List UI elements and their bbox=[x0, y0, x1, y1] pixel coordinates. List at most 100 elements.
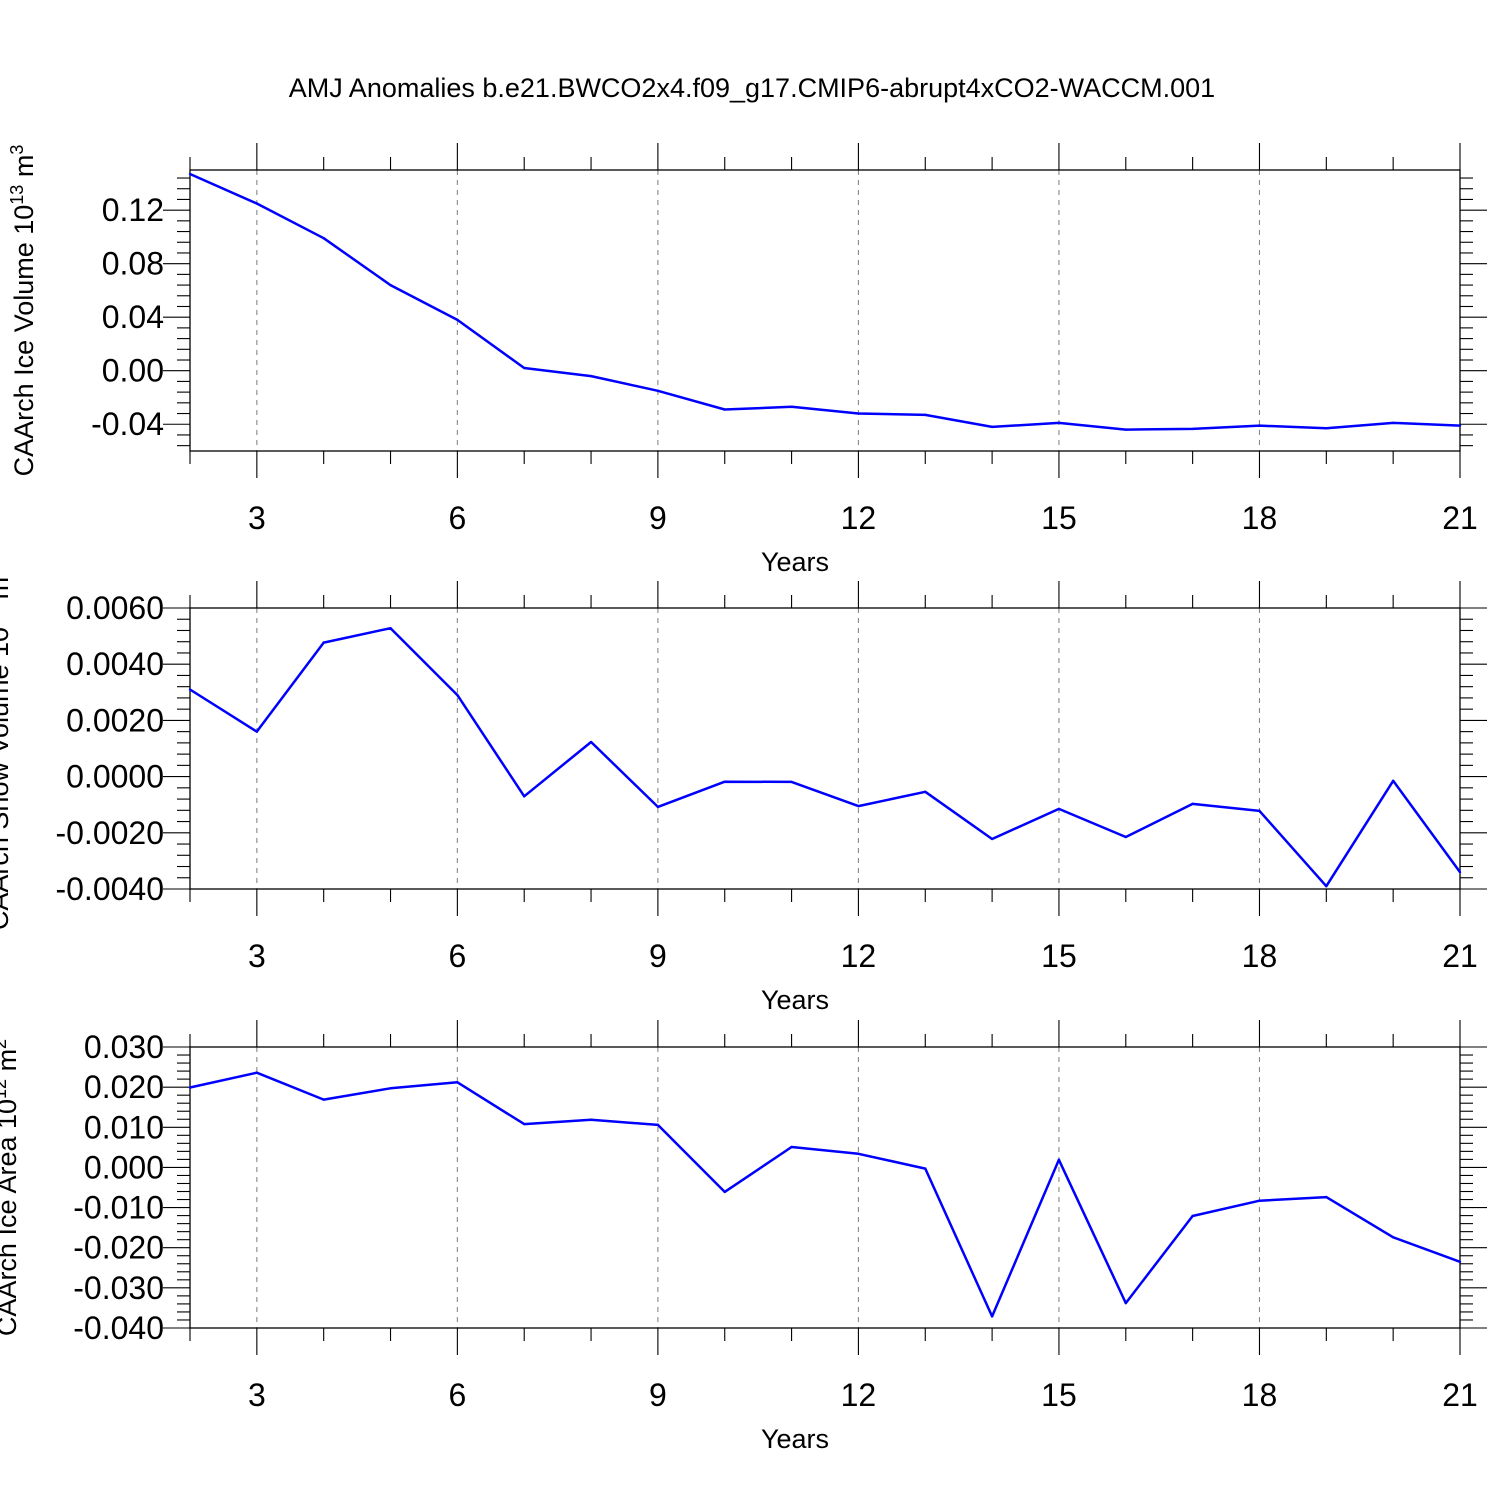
x-tick-label: 21 bbox=[1442, 938, 1478, 974]
y-tick-label: 0.000 bbox=[84, 1149, 164, 1185]
panel-ice-area: -0.040 -0.030 -0.020 -0.010 0.000 0.010 0.020 0… bbox=[0, 1020, 1487, 1454]
data-point bbox=[1325, 1195, 1328, 1199]
x-tick-label: 6 bbox=[448, 938, 466, 974]
data-point bbox=[188, 172, 192, 176]
series-line bbox=[189, 172, 1461, 431]
x-axis-title: Years bbox=[761, 547, 829, 577]
data-point bbox=[990, 837, 994, 841]
y-axis-title-part: m bbox=[0, 577, 14, 607]
x-tick-label: 15 bbox=[1041, 1377, 1077, 1413]
series-line bbox=[189, 626, 1462, 888]
data-point bbox=[1325, 427, 1328, 430]
plot-frame bbox=[189, 169, 1461, 452]
data-point bbox=[723, 1190, 726, 1194]
y-axis-title-part: 3 bbox=[7, 145, 27, 155]
data-point bbox=[188, 1086, 192, 1089]
y-tick-label: 0.12 bbox=[102, 192, 164, 228]
data-point bbox=[990, 1315, 994, 1318]
data-point bbox=[1057, 1158, 1061, 1162]
data-point bbox=[857, 412, 860, 415]
data-point bbox=[589, 740, 593, 744]
y-tick-label: -0.040 bbox=[73, 1310, 164, 1346]
data-point bbox=[456, 318, 459, 322]
data-point bbox=[1391, 779, 1395, 783]
x-tick-label: 6 bbox=[448, 500, 466, 536]
data-point bbox=[389, 283, 392, 287]
y-tick-label: -0.030 bbox=[73, 1270, 164, 1306]
plot-frame bbox=[189, 607, 1461, 890]
y-tick-label: 0.04 bbox=[102, 299, 164, 335]
data-point bbox=[1458, 424, 1462, 427]
x-tick-label: 21 bbox=[1442, 500, 1478, 536]
y-tick-label: -0.0020 bbox=[55, 815, 164, 851]
x-tick-label: 9 bbox=[649, 1377, 667, 1413]
data-point bbox=[857, 804, 860, 808]
y-tick-label: 0.0000 bbox=[66, 759, 164, 795]
data-point bbox=[1391, 1236, 1395, 1239]
x-axis-title: Years bbox=[761, 1424, 829, 1454]
y-tick-label: -0.04 bbox=[91, 406, 164, 442]
data-point bbox=[1258, 809, 1261, 813]
data-point bbox=[1124, 1301, 1127, 1305]
data-point bbox=[1258, 1199, 1261, 1202]
data-point bbox=[723, 780, 726, 783]
data-point bbox=[990, 425, 994, 429]
data-point bbox=[1458, 870, 1462, 874]
data-point bbox=[1057, 421, 1061, 425]
data-point bbox=[1258, 424, 1261, 427]
data-point bbox=[456, 1081, 459, 1084]
x-tick-label: 18 bbox=[1242, 500, 1278, 536]
y-tick-label: 0.08 bbox=[102, 246, 164, 282]
data-point bbox=[188, 688, 192, 691]
y-axis-title-part: 13 bbox=[7, 185, 27, 205]
data-point bbox=[1124, 835, 1127, 839]
data-point bbox=[523, 1122, 526, 1126]
figure-title: AMJ Anomalies b.e21.BWCO2x4.f09_g17.CMIP… bbox=[289, 73, 1215, 103]
y-tick-label: -0.0040 bbox=[55, 871, 164, 907]
x-tick-label: 6 bbox=[448, 1377, 466, 1413]
y-tick-label: 0.020 bbox=[84, 1069, 164, 1105]
y-axis-title-part: 12 bbox=[0, 1079, 10, 1099]
x-tick-label: 3 bbox=[248, 938, 266, 974]
y-tick-label: 0.0020 bbox=[66, 702, 164, 738]
x-tick-label: 15 bbox=[1041, 938, 1077, 974]
data-point bbox=[924, 1167, 927, 1170]
y-tick-label: -0.020 bbox=[73, 1230, 164, 1266]
data-point bbox=[1191, 802, 1194, 806]
y-axis-title: CAArch Ice Area 1012 m2 bbox=[0, 1039, 22, 1336]
y-axis-title-part: 3 bbox=[0, 567, 2, 577]
x-tick-label: 9 bbox=[649, 500, 667, 536]
x-tick-label: 3 bbox=[248, 500, 266, 536]
y-tick-label: 0.0060 bbox=[66, 590, 164, 626]
x-tick-label: 12 bbox=[841, 500, 877, 536]
data-point bbox=[255, 202, 259, 205]
x-tick-label: 12 bbox=[841, 938, 877, 974]
data-point bbox=[924, 790, 927, 793]
y-tick-label: 0.0040 bbox=[66, 646, 164, 682]
data-point bbox=[656, 805, 660, 809]
data-point bbox=[1124, 428, 1127, 431]
data-point bbox=[1191, 427, 1194, 431]
y-axis-title-part: CAArch Ice Volume 10 bbox=[9, 205, 39, 477]
data-point bbox=[1057, 807, 1061, 811]
x-tick-label: 18 bbox=[1242, 938, 1278, 974]
data-point bbox=[857, 1152, 860, 1155]
data-point bbox=[255, 730, 259, 733]
y-tick-label: 0.030 bbox=[84, 1029, 164, 1065]
y-tick-label: -0.010 bbox=[73, 1190, 164, 1226]
y-tick-label: 0.00 bbox=[102, 353, 164, 389]
y-axis-title: CAArch Ice Volume 1013 m3 bbox=[7, 145, 39, 477]
x-tick-label: 18 bbox=[1242, 1377, 1278, 1413]
data-point bbox=[656, 389, 660, 392]
data-point bbox=[589, 374, 593, 378]
data-point bbox=[656, 1123, 660, 1127]
data-point bbox=[589, 1118, 593, 1121]
data-point bbox=[1458, 1260, 1462, 1263]
y-axis-title-part: CAArch Snow Volume 10 bbox=[0, 627, 14, 930]
panel-snow-volume: -0.0040 -0.0020 0.0000 0.0020 0.0040 0.0060 3 6… bbox=[0, 567, 1487, 1015]
data-point bbox=[790, 780, 793, 784]
y-axis-title-part: 13 bbox=[0, 607, 2, 627]
y-axis-title-part: m bbox=[9, 155, 39, 185]
data-point bbox=[389, 1087, 392, 1090]
